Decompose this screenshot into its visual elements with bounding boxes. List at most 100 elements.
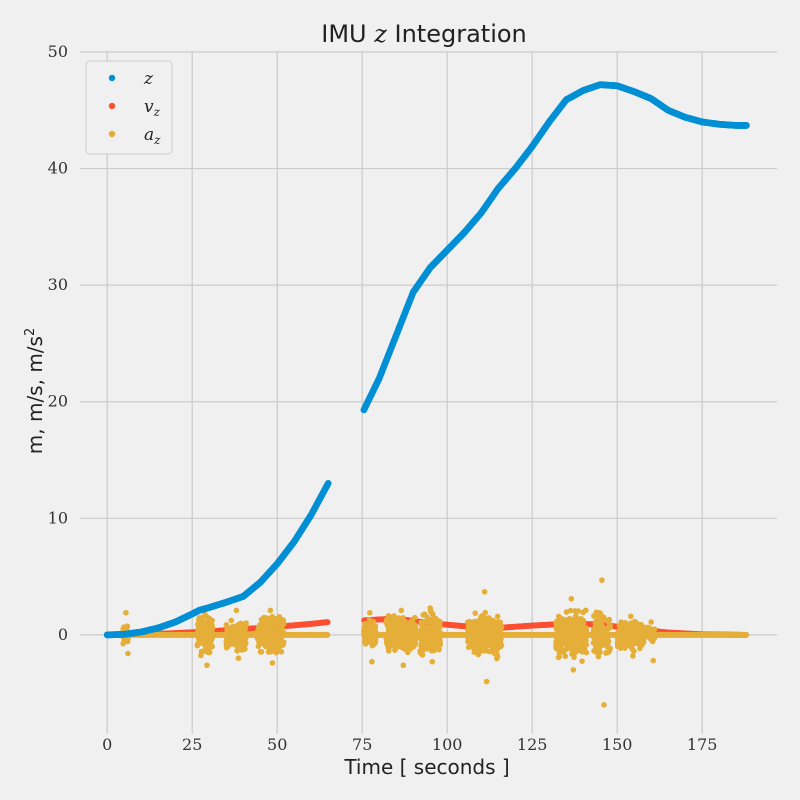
az-point — [628, 637, 635, 644]
az-point — [267, 607, 274, 614]
az-point — [595, 629, 602, 635]
az-point — [280, 631, 286, 638]
az-point — [482, 647, 489, 654]
az-point — [124, 638, 131, 645]
az-point — [595, 653, 602, 660]
az-point — [390, 613, 397, 620]
x-tick-label: 50 — [267, 735, 287, 754]
chart-title: IMU z Integration — [321, 20, 527, 48]
x-tick-label: 150 — [602, 735, 633, 754]
az-point — [430, 637, 436, 644]
az-point — [478, 614, 484, 620]
az-point — [229, 638, 236, 645]
az-point — [580, 617, 587, 624]
az-point — [570, 667, 577, 673]
az-point — [392, 625, 399, 632]
az-point — [481, 588, 488, 595]
az-point — [572, 627, 578, 633]
az-point — [558, 624, 565, 631]
series-z — [103, 81, 750, 639]
az-point — [563, 609, 570, 615]
az-point — [571, 654, 577, 661]
az-point — [278, 648, 285, 655]
az-point — [324, 631, 331, 638]
az-point — [242, 632, 248, 639]
az-point — [591, 613, 597, 619]
az-point — [429, 648, 435, 654]
az-point — [400, 662, 407, 669]
az-point — [240, 641, 247, 647]
az-point — [648, 619, 654, 625]
az-point — [596, 609, 602, 616]
az-point — [411, 634, 418, 640]
az-point — [268, 648, 275, 655]
az-point — [473, 625, 479, 631]
data-layer — [103, 81, 750, 708]
az-point — [420, 612, 427, 618]
az-point — [581, 639, 588, 646]
az-point — [561, 640, 568, 647]
az-point — [421, 639, 428, 645]
az-point — [554, 618, 560, 625]
az-point — [494, 613, 501, 620]
az-point — [269, 634, 276, 640]
az-point — [489, 643, 495, 649]
az-point — [389, 636, 395, 642]
az-point — [601, 702, 607, 708]
az-point — [572, 631, 579, 638]
az-point — [597, 649, 603, 656]
az-point — [398, 607, 405, 614]
az-point — [198, 652, 204, 659]
az-point — [233, 607, 240, 614]
az-point — [369, 658, 375, 665]
az-point — [484, 642, 490, 649]
az-point — [197, 623, 204, 630]
az-point — [648, 633, 654, 639]
y-tick-label: 50 — [48, 42, 68, 61]
az-point — [422, 631, 429, 638]
az-point — [419, 652, 426, 658]
az-point — [371, 641, 377, 648]
vz-point — [324, 619, 331, 626]
legend-item-z: z — [108, 69, 154, 89]
legend-marker-z — [108, 74, 116, 82]
x-axis-label: Time [ seconds ] — [343, 755, 509, 779]
az-point — [370, 618, 377, 625]
az-point — [434, 631, 440, 637]
az-point — [429, 616, 436, 622]
x-tick-label: 175 — [687, 735, 718, 754]
az-point — [554, 634, 560, 641]
az-point — [481, 619, 488, 626]
az-point — [392, 620, 398, 627]
az-point — [598, 633, 605, 640]
az-point — [494, 628, 500, 634]
az-point — [273, 628, 280, 634]
legend: z vz az — [85, 60, 173, 155]
az-point — [120, 640, 126, 647]
az-point — [280, 639, 287, 645]
az-point — [429, 610, 435, 617]
az-point — [630, 653, 636, 659]
az-point — [580, 634, 587, 641]
az-point — [485, 615, 492, 621]
az-point — [394, 615, 401, 622]
az-point — [628, 613, 634, 620]
az-point — [406, 631, 413, 638]
y-axis-label-text: m, m/s, m/s — [23, 336, 47, 454]
legend-marker-az — [108, 130, 116, 138]
az-point — [590, 640, 597, 646]
az-point — [601, 616, 608, 622]
az-point — [581, 646, 588, 653]
az-point — [236, 637, 242, 644]
az-point — [429, 628, 436, 635]
az-point — [468, 639, 475, 646]
az-point — [555, 613, 562, 620]
az-point — [617, 633, 623, 639]
az-point — [553, 624, 560, 631]
az-point — [204, 662, 210, 669]
az-point — [572, 650, 578, 656]
az-point — [202, 619, 209, 626]
x-tick-label: 25 — [182, 735, 202, 754]
az-point — [477, 645, 484, 651]
az-point — [400, 637, 407, 644]
